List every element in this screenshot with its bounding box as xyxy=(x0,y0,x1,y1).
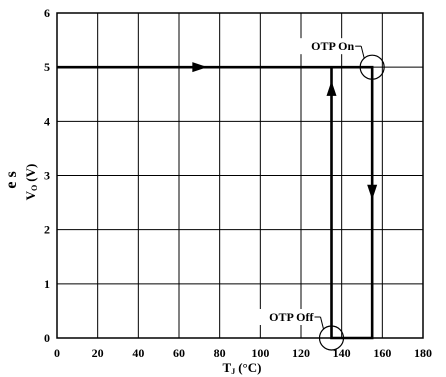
x-tick-label: 120 xyxy=(292,346,310,360)
direction-arrow xyxy=(192,62,208,73)
x-axis-label-unit: (°C) xyxy=(238,360,261,375)
y-tick-labels: 0 1 2 3 4 5 6 xyxy=(44,6,50,345)
y-tick-label: 0 xyxy=(44,331,50,345)
arrow-layer xyxy=(192,62,378,200)
x-tick-label: 160 xyxy=(373,346,391,360)
x-tick-label: 20 xyxy=(92,346,104,360)
series-line xyxy=(57,65,374,340)
x-tick-label: 40 xyxy=(132,346,144,360)
y-tick-label: 1 xyxy=(44,277,50,291)
x-tick-label: 80 xyxy=(214,346,226,360)
plot-frame xyxy=(56,12,424,339)
direction-arrow xyxy=(326,80,337,96)
y-axis-label-unit: (V) xyxy=(23,164,38,182)
annotation-label-backdrop xyxy=(251,309,316,325)
x-tick-labels: 0 20 40 60 80 100 120 140 160 180 xyxy=(54,346,432,360)
x-axis-label-subscript: J xyxy=(231,367,235,376)
x-tick-label: 180 xyxy=(414,346,432,360)
annotation-label-backdrop xyxy=(292,38,357,55)
y-tick-label: 4 xyxy=(44,114,50,128)
y-tick-label: 6 xyxy=(44,6,50,20)
y-axis-label-symbol: V xyxy=(23,190,38,200)
y-tick-label: 2 xyxy=(44,223,50,237)
annotation-leader xyxy=(360,46,365,59)
grid xyxy=(57,13,423,338)
direction-arrow xyxy=(367,184,378,200)
x-axis-label: TJ (°C) xyxy=(223,360,262,376)
x-axis-label-symbol: T xyxy=(223,360,232,375)
annotation-layer: OTP On OTP Off xyxy=(251,38,385,351)
x-tick-label: 60 xyxy=(173,346,185,360)
cropped-side-text: e s xyxy=(3,171,20,188)
x-tick-label: 100 xyxy=(251,346,269,360)
annotation-label: OTP Off xyxy=(269,310,314,324)
annotation-circle xyxy=(359,54,385,80)
x-tick-label: 140 xyxy=(333,346,351,360)
y-axis-label: VO (V) xyxy=(23,164,39,201)
annotation-circle xyxy=(318,325,345,351)
x-tick-label: 0 xyxy=(54,346,60,360)
y-tick-label: 3 xyxy=(44,169,50,183)
y-axis-label-subscript: O xyxy=(30,185,39,191)
y-tick-label: 5 xyxy=(44,60,50,74)
series-layer xyxy=(57,65,374,340)
annotation-label: OTP On xyxy=(311,39,354,53)
annotation-leader xyxy=(320,316,324,330)
